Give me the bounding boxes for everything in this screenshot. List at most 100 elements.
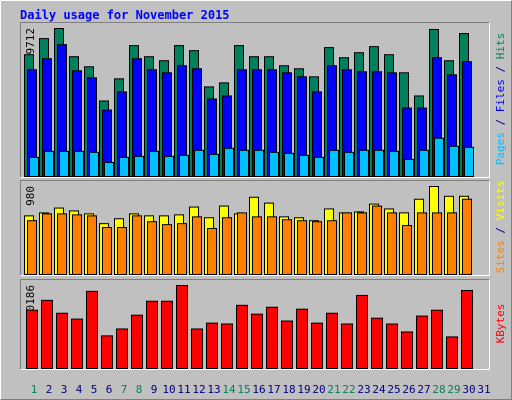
x-tick-label: 18 bbox=[282, 383, 295, 396]
x-tick-label: 16 bbox=[252, 383, 265, 396]
bar bbox=[239, 149, 249, 178]
x-tick-label: 31 bbox=[477, 383, 490, 396]
x-tick-label: 5 bbox=[91, 383, 98, 396]
bar bbox=[344, 151, 354, 177]
bar bbox=[72, 214, 82, 275]
bar bbox=[57, 213, 67, 275]
bar bbox=[206, 322, 218, 369]
x-tick-label: 13 bbox=[207, 383, 220, 396]
bar bbox=[194, 149, 204, 178]
bar bbox=[26, 309, 38, 370]
bar bbox=[267, 216, 277, 275]
bar bbox=[161, 300, 173, 370]
panel-bevel-light bbox=[20, 180, 490, 276]
bar bbox=[116, 328, 128, 369]
bar bbox=[117, 227, 127, 275]
x-tick-label: 1 bbox=[31, 383, 38, 396]
bar bbox=[446, 336, 458, 369]
x-tick-label: 27 bbox=[417, 383, 430, 396]
legend-entry: KBytes bbox=[494, 304, 507, 344]
panel-bevel-light bbox=[20, 22, 490, 178]
legend-entry: Files bbox=[494, 79, 507, 112]
bar bbox=[102, 227, 112, 275]
x-tick-label: 6 bbox=[106, 383, 113, 396]
bar bbox=[149, 150, 159, 177]
bar bbox=[341, 323, 353, 369]
bar bbox=[462, 198, 472, 275]
bar bbox=[41, 299, 53, 370]
bar bbox=[192, 216, 202, 275]
x-tick-label: 3 bbox=[61, 383, 68, 396]
legend-entry: Hits bbox=[494, 33, 507, 60]
bar bbox=[42, 213, 52, 275]
bar bbox=[74, 150, 84, 177]
bar bbox=[312, 221, 322, 275]
panel-bevel-light bbox=[20, 279, 490, 370]
legend-separator: / bbox=[494, 220, 507, 240]
x-tick-label: 4 bbox=[76, 383, 83, 396]
bar bbox=[146, 300, 158, 370]
bar bbox=[222, 217, 232, 275]
x-tick-label: 21 bbox=[327, 383, 340, 396]
panel-bevel-dark bbox=[20, 279, 490, 370]
bar bbox=[177, 223, 187, 275]
bar bbox=[29, 156, 39, 177]
bar bbox=[416, 315, 428, 369]
bar bbox=[327, 220, 337, 276]
bar bbox=[329, 149, 339, 178]
bar bbox=[86, 290, 98, 369]
y-tick-label: 980 bbox=[24, 186, 37, 206]
bar bbox=[314, 156, 324, 177]
bar bbox=[417, 212, 427, 275]
x-tick-label: 26 bbox=[402, 383, 415, 396]
bar bbox=[147, 221, 157, 275]
x-tick-label: 11 bbox=[177, 383, 190, 396]
bar bbox=[461, 289, 473, 369]
x-tick-label: 30 bbox=[462, 383, 475, 396]
x-tick-label: 14 bbox=[222, 383, 236, 396]
bar bbox=[326, 312, 338, 370]
bar bbox=[191, 328, 203, 369]
legend: KBytes bbox=[494, 304, 507, 344]
bar bbox=[297, 220, 307, 276]
bar bbox=[104, 161, 114, 178]
bar bbox=[27, 220, 37, 276]
x-tick-label: 29 bbox=[447, 383, 460, 396]
bar bbox=[236, 304, 248, 370]
bar bbox=[282, 219, 292, 275]
chart-title: Daily usage for November 2015 bbox=[20, 8, 230, 22]
y-tick-label: 9712 bbox=[24, 28, 37, 55]
bar bbox=[59, 150, 69, 177]
bar bbox=[299, 154, 309, 178]
x-tick-label: 22 bbox=[342, 383, 355, 396]
bar bbox=[402, 225, 412, 275]
bar bbox=[44, 150, 54, 177]
bar bbox=[357, 212, 367, 275]
x-tick-label: 12 bbox=[192, 383, 205, 396]
bar bbox=[221, 323, 233, 369]
bar bbox=[449, 145, 459, 177]
x-tick-label: 25 bbox=[387, 383, 400, 396]
x-tick-label: 8 bbox=[136, 383, 143, 396]
legend-entry: Visits bbox=[494, 181, 507, 221]
bar bbox=[372, 205, 382, 276]
x-tick-label: 10 bbox=[162, 383, 175, 396]
bar bbox=[131, 314, 143, 369]
bar bbox=[389, 150, 399, 177]
bar bbox=[56, 312, 68, 370]
bar bbox=[251, 313, 263, 370]
bar bbox=[359, 149, 369, 178]
bar bbox=[266, 306, 278, 369]
x-tick-label: 19 bbox=[297, 383, 310, 396]
bar bbox=[356, 294, 368, 369]
bar bbox=[404, 158, 414, 177]
bar bbox=[89, 151, 99, 177]
x-tick-label: 2 bbox=[46, 383, 53, 396]
x-tick-label: 24 bbox=[372, 383, 386, 396]
bar bbox=[419, 149, 429, 178]
bar bbox=[464, 146, 474, 177]
bar bbox=[447, 212, 457, 275]
bar bbox=[207, 228, 217, 275]
